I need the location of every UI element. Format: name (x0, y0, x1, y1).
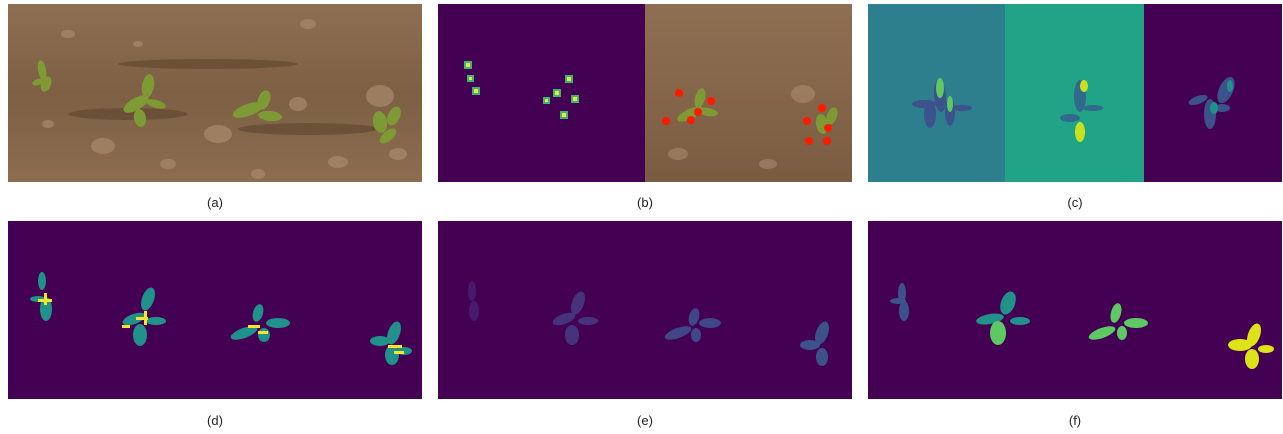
caption-c: (c) (1067, 195, 1083, 210)
panel-b-keypoint-heatmap (438, 4, 852, 182)
caption-b: (b) (637, 195, 653, 210)
panel-f-instance-colored (868, 221, 1282, 399)
panel-c-offset-fields (868, 4, 1282, 182)
caption-a: (a) (207, 195, 223, 210)
panel-a-rgb-image (8, 4, 422, 182)
keypoint-markers (662, 89, 832, 145)
heatmap-left (438, 4, 645, 182)
heatmap-blobs (464, 61, 579, 119)
caption-d: (d) (207, 413, 223, 428)
plant-icon (32, 60, 401, 144)
caption-f: (f) (1068, 413, 1082, 428)
panel-e-instance-dark (438, 221, 852, 399)
caption-e: (e) (637, 413, 653, 428)
panel-d-segmentation (8, 221, 422, 399)
